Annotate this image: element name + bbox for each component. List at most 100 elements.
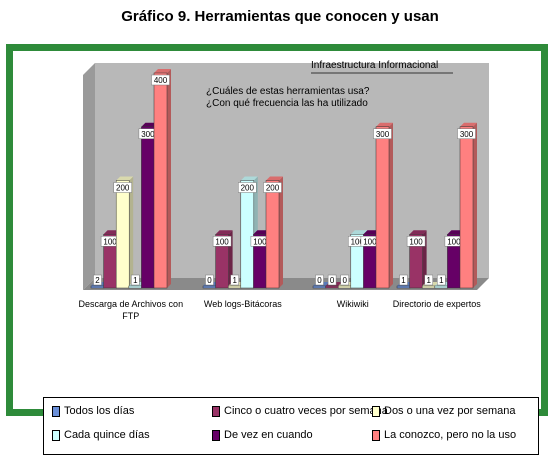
legend-label: De vez en cuando [224, 429, 313, 441]
data-label-box [457, 128, 476, 139]
legend-label: Dos o una vez por semana [384, 405, 516, 417]
data-label-box [263, 182, 282, 193]
bar [312, 285, 327, 289]
data-label: 100 [103, 237, 117, 246]
chart-plot: Infraestructura Informacional ¿Cuáles de… [79, 60, 489, 321]
bar [421, 285, 436, 289]
data-label-box [373, 128, 392, 139]
data-label: 300 [460, 130, 474, 139]
bar [375, 126, 390, 289]
legend-swatch [212, 405, 220, 417]
bar-side [167, 69, 171, 288]
data-label: 0 [342, 276, 347, 285]
category-label: FTP [122, 311, 139, 321]
category-label: Wikiwiki [337, 299, 369, 309]
data-label-box [406, 236, 426, 247]
data-label: 1 [232, 276, 237, 285]
bar [128, 285, 143, 289]
data-label-box [205, 274, 214, 286]
category-label: Web logs-Bitácoras [204, 299, 282, 309]
data-label: 100 [447, 237, 461, 246]
bar [227, 285, 242, 289]
legend-item: De vez en cuando [212, 429, 313, 441]
plot-side-wall [83, 63, 95, 290]
data-label: 100 [215, 237, 229, 246]
bar-side [279, 176, 283, 288]
data-label-box [212, 236, 232, 247]
bar-side [129, 176, 134, 288]
bar-top [240, 176, 258, 181]
legend-item: Dos o una vez por semana [372, 405, 515, 417]
data-label: 1 [426, 276, 431, 285]
legend-swatch [372, 429, 380, 441]
legend-label: Todos los días [64, 405, 135, 417]
bar [153, 72, 168, 289]
bar-top [266, 176, 283, 181]
bar [240, 180, 255, 289]
data-label: 0 [330, 276, 335, 285]
source-note: Infraestructura Informacional [311, 60, 438, 71]
annotation-line-2: ¿Con qué frecuencia las ha utilizado [206, 98, 368, 109]
bar [202, 285, 217, 289]
annotation-line-1: ¿Cuáles de estas herramientas usa? [206, 86, 370, 97]
data-label-box [340, 274, 349, 286]
category-label: Descarga de Archivos con [79, 299, 184, 309]
bar-top [460, 122, 477, 127]
data-label-box [315, 274, 324, 286]
bar [265, 180, 280, 289]
data-label: 1 [133, 276, 138, 285]
bar [459, 126, 474, 289]
data-label-box [151, 74, 170, 86]
data-label-box [399, 274, 408, 286]
data-label: 1 [401, 276, 406, 285]
legend-label: Cinco o cuatro veces por semana [224, 405, 388, 417]
legend-item: Cada quince días [52, 429, 150, 441]
legend-swatch [52, 429, 60, 441]
data-label: 2 [95, 276, 100, 285]
bar-top [409, 230, 427, 235]
data-label-box [113, 182, 132, 193]
data-label: 100 [351, 237, 365, 246]
data-label-box [230, 274, 239, 286]
data-label-box [437, 274, 446, 286]
bar-top [376, 122, 393, 127]
legend-item: Cinco o cuatro veces por semana [212, 405, 388, 417]
data-label: 0 [207, 276, 212, 285]
data-label: 200 [241, 184, 255, 193]
bar-top [215, 230, 233, 235]
bar [325, 285, 339, 289]
data-label: 300 [141, 130, 155, 139]
bar-side [473, 122, 477, 288]
data-label-box [93, 274, 102, 286]
legend-swatch [372, 405, 380, 417]
bar-top [350, 230, 368, 235]
data-label: 200 [266, 184, 280, 193]
bar [396, 285, 411, 289]
legend-item: Todos los días [52, 405, 134, 417]
bar-top [154, 69, 171, 73]
bar [115, 180, 130, 289]
bar [337, 285, 352, 289]
bar [409, 234, 423, 289]
bar [90, 285, 105, 289]
data-label: 0 [317, 276, 322, 285]
data-label: 100 [409, 237, 423, 246]
legend-swatch [52, 405, 60, 417]
bar-top [116, 176, 134, 181]
legend-label: Cada quince días [64, 429, 150, 441]
legend-label: La conozco, pero no la uso [384, 429, 517, 441]
category-label: Directorio de expertos [393, 299, 482, 309]
data-label: 1 [439, 276, 444, 285]
legend-swatch [212, 429, 220, 441]
data-label: 300 [376, 130, 390, 139]
data-label-box [424, 274, 433, 286]
bar-side [389, 122, 393, 288]
category-labels: Descarga de Archivos con FTP Web logs-Bitá… [79, 299, 482, 321]
data-label-box [327, 274, 337, 286]
data-label: 400 [154, 76, 168, 85]
chart-title: Gráfico 9. Herramientas que conocen y us… [121, 8, 439, 25]
legend-item: La conozco, pero no la uso [372, 429, 516, 441]
bar [434, 285, 449, 289]
data-label: 200 [116, 184, 130, 193]
